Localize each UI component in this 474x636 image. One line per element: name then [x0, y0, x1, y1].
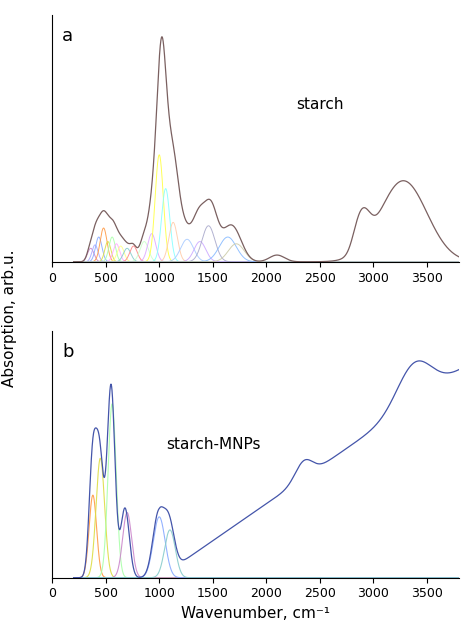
Text: starch: starch	[296, 97, 344, 112]
Text: b: b	[63, 343, 74, 361]
X-axis label: Wavenumber, cm⁻¹: Wavenumber, cm⁻¹	[181, 606, 330, 621]
Text: Absorption, arb.u.: Absorption, arb.u.	[2, 249, 17, 387]
Text: starch-MNPs: starch-MNPs	[166, 438, 261, 452]
Text: a: a	[63, 27, 73, 45]
